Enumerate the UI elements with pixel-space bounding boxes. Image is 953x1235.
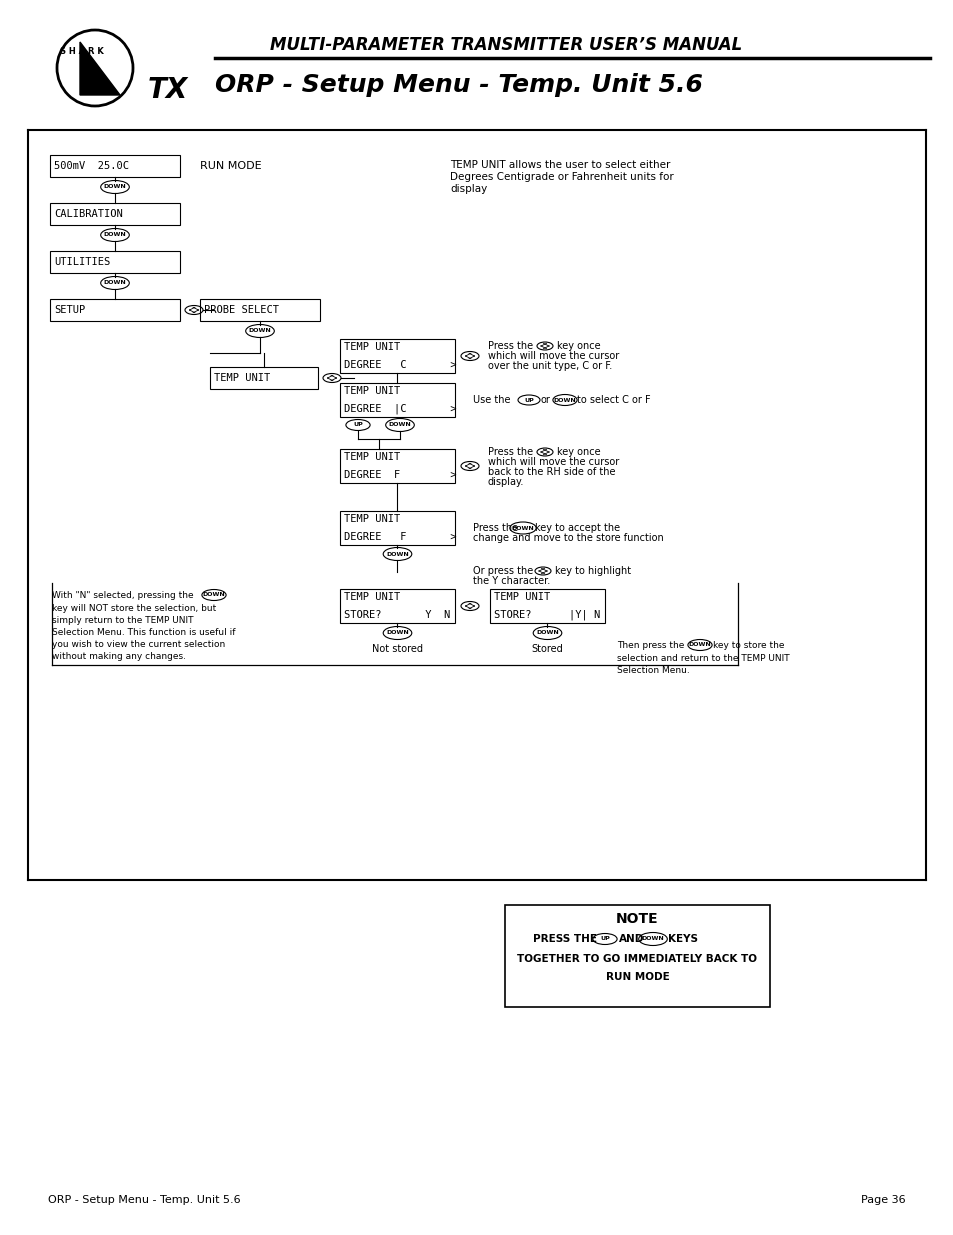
Text: TEMP UNIT: TEMP UNIT bbox=[344, 342, 400, 352]
Text: UP: UP bbox=[599, 936, 609, 941]
Text: simply return to the TEMP UNIT: simply return to the TEMP UNIT bbox=[52, 616, 193, 625]
Text: Or press the: Or press the bbox=[473, 566, 533, 576]
Text: key to store the: key to store the bbox=[712, 641, 783, 650]
Text: DOWN: DOWN bbox=[388, 422, 411, 427]
Text: DOWN: DOWN bbox=[511, 526, 534, 531]
Text: DOWN: DOWN bbox=[641, 936, 663, 941]
Text: RUN MODE: RUN MODE bbox=[200, 161, 261, 170]
Bar bbox=[490, 589, 604, 622]
Text: KEYS: KEYS bbox=[667, 934, 698, 944]
Bar bbox=[504, 905, 769, 1007]
Text: Use the: Use the bbox=[473, 395, 510, 405]
Text: SETUP: SETUP bbox=[54, 305, 85, 315]
Text: selection and return to the TEMP UNIT: selection and return to the TEMP UNIT bbox=[617, 655, 789, 663]
Text: to select C or F: to select C or F bbox=[577, 395, 650, 405]
Text: ORP - Setup Menu - Temp. Unit 5.6: ORP - Setup Menu - Temp. Unit 5.6 bbox=[48, 1195, 240, 1205]
Text: Stored: Stored bbox=[531, 643, 563, 655]
Text: DEGREE   C       >: DEGREE C > bbox=[344, 359, 456, 369]
Text: key will NOT store the selection, but: key will NOT store the selection, but bbox=[52, 604, 216, 613]
Text: the Y character.: the Y character. bbox=[473, 576, 550, 585]
Bar bbox=[339, 589, 455, 622]
Text: TEMP UNIT: TEMP UNIT bbox=[344, 515, 400, 525]
Text: display: display bbox=[450, 184, 487, 194]
Bar bbox=[339, 383, 455, 417]
Text: DOWN: DOWN bbox=[553, 398, 576, 403]
Text: AND: AND bbox=[618, 934, 643, 944]
Text: STORE?      |Y| N: STORE? |Y| N bbox=[494, 609, 599, 620]
Text: Selection Menu. This function is useful if: Selection Menu. This function is useful … bbox=[52, 629, 235, 637]
Text: TEMP UNIT: TEMP UNIT bbox=[344, 593, 400, 603]
Text: DOWN: DOWN bbox=[104, 184, 126, 189]
Text: Page 36: Page 36 bbox=[861, 1195, 905, 1205]
Text: PRESS THE: PRESS THE bbox=[533, 934, 597, 944]
Text: TEMP UNIT: TEMP UNIT bbox=[213, 373, 270, 383]
Text: DOWN: DOWN bbox=[386, 631, 409, 636]
Text: NOTE: NOTE bbox=[616, 911, 659, 926]
Text: RUN MODE: RUN MODE bbox=[605, 972, 669, 982]
Text: Selection Menu.: Selection Menu. bbox=[617, 666, 689, 676]
Text: DEGREE  F        >: DEGREE F > bbox=[344, 469, 456, 479]
Text: Not stored: Not stored bbox=[372, 643, 422, 655]
Bar bbox=[339, 450, 455, 483]
Text: TEMP UNIT allows the user to select either: TEMP UNIT allows the user to select eith… bbox=[450, 161, 670, 170]
Text: DOWN: DOWN bbox=[688, 642, 711, 647]
Bar bbox=[50, 251, 180, 273]
Text: DOWN: DOWN bbox=[104, 232, 126, 237]
Text: change and move to the store function: change and move to the store function bbox=[473, 534, 663, 543]
Text: CALIBRATION: CALIBRATION bbox=[54, 209, 123, 219]
Text: which will move the cursor: which will move the cursor bbox=[488, 457, 618, 467]
Text: TEMP UNIT: TEMP UNIT bbox=[494, 593, 550, 603]
Text: over the unit type, C or F.: over the unit type, C or F. bbox=[488, 361, 612, 370]
Text: you wish to view the current selection: you wish to view the current selection bbox=[52, 640, 225, 650]
Text: TEMP UNIT: TEMP UNIT bbox=[344, 387, 400, 396]
Text: without making any changes.: without making any changes. bbox=[52, 652, 186, 661]
Text: DOWN: DOWN bbox=[386, 552, 409, 557]
Text: TEMP UNIT: TEMP UNIT bbox=[344, 452, 400, 462]
Text: Press the: Press the bbox=[488, 341, 533, 351]
Text: key to accept the: key to accept the bbox=[535, 522, 619, 534]
Bar bbox=[50, 299, 180, 321]
Bar bbox=[50, 203, 180, 225]
Text: Then press the: Then press the bbox=[617, 641, 683, 650]
Text: Press the: Press the bbox=[473, 522, 517, 534]
Text: DOWN: DOWN bbox=[249, 329, 271, 333]
Text: TX: TX bbox=[148, 77, 188, 104]
Text: Degrees Centigrade or Fahrenheit units for: Degrees Centigrade or Fahrenheit units f… bbox=[450, 172, 673, 182]
Text: or: or bbox=[540, 395, 550, 405]
Bar bbox=[50, 156, 180, 177]
Bar bbox=[339, 511, 455, 545]
Text: 500mV  25.0C: 500mV 25.0C bbox=[54, 161, 129, 170]
Text: DEGREE   F       >: DEGREE F > bbox=[344, 531, 456, 541]
Text: PROBE SELECT: PROBE SELECT bbox=[204, 305, 278, 315]
Text: ORP - Setup Menu - Temp. Unit 5.6: ORP - Setup Menu - Temp. Unit 5.6 bbox=[214, 73, 702, 98]
Text: DEGREE  |C       >: DEGREE |C > bbox=[344, 404, 456, 414]
Text: S H A R K: S H A R K bbox=[60, 47, 104, 57]
Text: TOGETHER TO GO IMMEDIATELY BACK TO: TOGETHER TO GO IMMEDIATELY BACK TO bbox=[517, 953, 757, 965]
Bar bbox=[210, 367, 317, 389]
Text: which will move the cursor: which will move the cursor bbox=[488, 351, 618, 361]
Bar bbox=[339, 338, 455, 373]
Text: Press the: Press the bbox=[488, 447, 533, 457]
Text: UTILITIES: UTILITIES bbox=[54, 257, 111, 267]
Text: DOWN: DOWN bbox=[104, 280, 126, 285]
Text: With "N" selected, pressing the: With "N" selected, pressing the bbox=[52, 592, 193, 600]
Bar bbox=[200, 299, 319, 321]
Text: MULTI-PARAMETER TRANSMITTER USER’S MANUAL: MULTI-PARAMETER TRANSMITTER USER’S MANUA… bbox=[270, 36, 741, 54]
Text: STORE?       Y  N: STORE? Y N bbox=[344, 610, 450, 620]
Text: UP: UP bbox=[523, 398, 534, 403]
Text: DOWN: DOWN bbox=[202, 593, 225, 598]
Text: key to highlight: key to highlight bbox=[555, 566, 631, 576]
Text: key once: key once bbox=[557, 341, 600, 351]
Text: UP: UP bbox=[353, 422, 362, 427]
Text: back to the RH side of the: back to the RH side of the bbox=[488, 467, 615, 477]
Text: display.: display. bbox=[488, 477, 524, 487]
Text: DOWN: DOWN bbox=[536, 631, 558, 636]
Polygon shape bbox=[80, 42, 120, 95]
Text: key once: key once bbox=[557, 447, 600, 457]
